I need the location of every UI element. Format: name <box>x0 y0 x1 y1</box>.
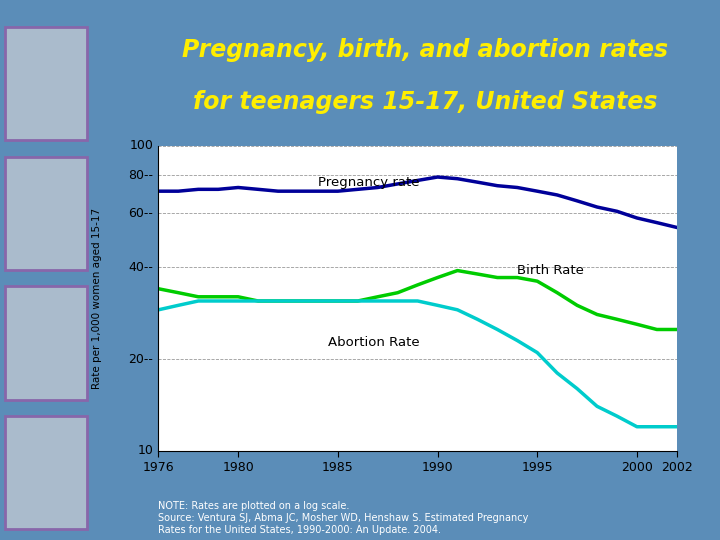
Text: 10: 10 <box>138 444 153 457</box>
Text: Abortion Rate: Abortion Rate <box>328 336 420 349</box>
Text: 20--: 20-- <box>128 353 153 366</box>
Text: Rate per 1,000 women aged 15-17: Rate per 1,000 women aged 15-17 <box>92 208 102 389</box>
Text: 80--: 80-- <box>128 169 153 182</box>
Text: for teenagers 15-17, United States: for teenagers 15-17, United States <box>192 90 657 113</box>
Text: 100: 100 <box>130 139 153 152</box>
Text: 60--: 60-- <box>128 207 153 220</box>
Text: Pregnancy rate: Pregnancy rate <box>318 176 420 188</box>
FancyBboxPatch shape <box>5 27 87 140</box>
Text: NOTE: Rates are plotted on a log scale.
Source: Ventura SJ, Abma JC, Mosher WD, : NOTE: Rates are plotted on a log scale. … <box>158 502 528 535</box>
Text: 40--: 40-- <box>128 261 153 274</box>
FancyBboxPatch shape <box>5 416 87 529</box>
FancyBboxPatch shape <box>5 286 87 400</box>
FancyBboxPatch shape <box>5 157 87 270</box>
Text: Birth Rate: Birth Rate <box>517 264 584 277</box>
Text: Pregnancy, birth, and abortion rates: Pregnancy, birth, and abortion rates <box>181 38 668 63</box>
